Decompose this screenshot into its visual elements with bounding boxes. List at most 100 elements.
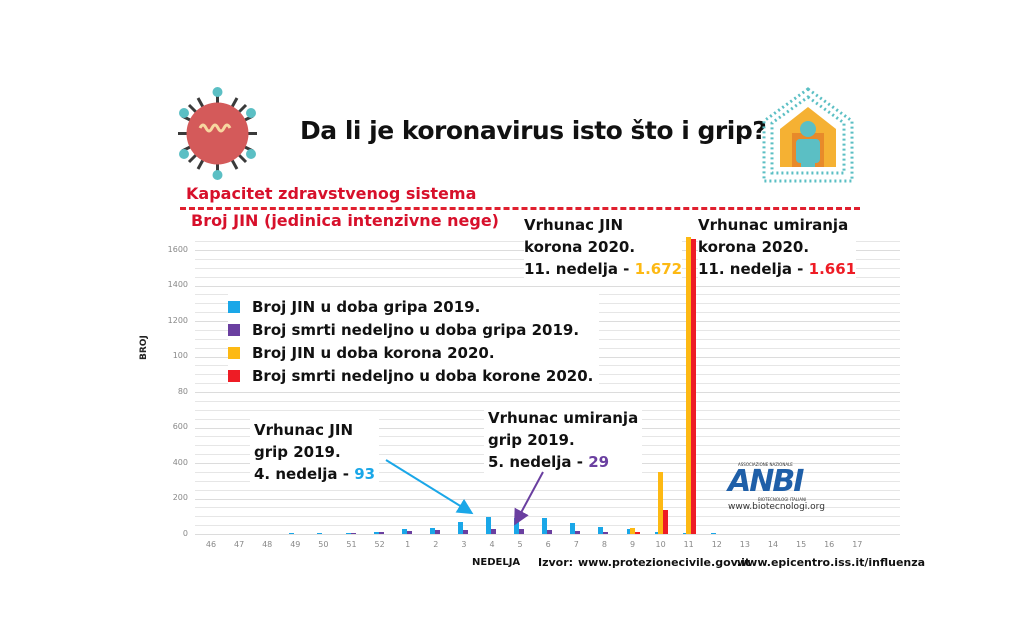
bar — [710, 533, 716, 534]
bar — [434, 530, 440, 534]
x-tick: 46 — [205, 540, 217, 549]
bar — [373, 531, 379, 534]
gridline — [195, 507, 900, 509]
bar — [690, 239, 696, 534]
x-tick: 6 — [545, 540, 551, 549]
x-tick: 51 — [346, 540, 357, 549]
logo-top-text: ASSOCIAZIONE NAZIONALE — [738, 462, 793, 467]
annotation-line: 5. nedelja - 29 — [488, 451, 638, 473]
annotation-text: 4. nedelja - — [254, 465, 355, 483]
x-tick: 1 — [405, 540, 411, 549]
y-tick: 80 — [177, 387, 188, 396]
bar — [547, 530, 553, 534]
y-tick: 200 — [172, 493, 188, 502]
bar — [457, 522, 463, 534]
y-tick: 100 — [172, 351, 188, 360]
annotation-line: Vrhunac JIN — [524, 216, 623, 234]
annotation-line: 11. nedelja - 1.661 — [698, 258, 856, 280]
bar-area — [195, 237, 900, 534]
x-tick: 8 — [601, 540, 607, 549]
annotation-line: grip 2019. — [254, 443, 341, 461]
y-tick: 0 — [182, 529, 188, 538]
gridline — [195, 480, 900, 482]
gridline — [195, 525, 900, 527]
capacity-dashed-line — [180, 207, 860, 210]
x-axis-label: NEDELJA — [472, 557, 521, 568]
bar — [654, 531, 660, 534]
x-tick: 4 — [489, 540, 495, 549]
x-tick: 10 — [655, 540, 666, 549]
bar — [514, 517, 520, 534]
x-tick: 7 — [573, 540, 579, 549]
bar — [542, 518, 548, 534]
bar — [626, 529, 632, 534]
bar — [575, 530, 581, 534]
annotation-text: 11. nedelja - — [698, 260, 809, 278]
x-tick: 14 — [767, 540, 779, 549]
legend-label: Broj smrti nedeljno u doba gripa 2019. — [252, 320, 580, 339]
x-tick: 2 — [433, 540, 439, 549]
anbi-logo: ASSOCIAZIONE NAZIONALE ANBI BIOTECNOLOGI… — [728, 462, 834, 512]
bar — [289, 533, 295, 534]
legend-item: Broj JIN u doba gripa 2019. — [228, 295, 593, 318]
bar — [317, 533, 323, 534]
x-tick: 15 — [796, 540, 807, 549]
x-tick: 50 — [318, 540, 329, 549]
house-quarantine-icon — [758, 85, 858, 185]
legend-swatch — [228, 323, 240, 336]
annotation-peak-death-grip: Vrhunac umiranja grip 2019. 5. nedelja -… — [484, 407, 643, 473]
gridline — [195, 392, 900, 393]
legend-swatch — [228, 300, 240, 313]
bar — [486, 517, 491, 534]
annotation-peak-death-korona: Vrhunac umiranja korona 2020. 11. nedelj… — [698, 214, 857, 280]
bar — [406, 531, 412, 534]
source-link-epicentro[interactable]: www.epicentro.iss.it/influenza — [737, 556, 926, 569]
annotation-text: 5. nedelja - — [488, 453, 589, 471]
x-tick: 47 — [234, 540, 245, 549]
x-tick: 16 — [824, 540, 835, 549]
bar — [629, 528, 635, 534]
annotation-line: 4. nedelja - 93 — [254, 463, 375, 485]
x-tick: 13 — [739, 540, 750, 549]
legend-label: Broj JIN u doba korona 2020. — [252, 343, 495, 362]
x-tick: 48 — [262, 540, 273, 549]
gridline — [195, 498, 900, 500]
bar — [350, 533, 356, 534]
x-tick: 12 — [711, 540, 722, 549]
annotation-line: korona 2020. — [524, 238, 636, 256]
capacity-label: Kapacitet zdravstvenog sistema — [186, 184, 477, 203]
logo-bottom-text: BIOTECNOLOGI ITALIANI — [758, 497, 807, 502]
bar — [401, 528, 407, 534]
bar — [603, 531, 609, 534]
bar — [657, 471, 663, 534]
x-tick: 3 — [461, 540, 467, 549]
legend-item: Broj JIN u doba korona 2020. — [228, 341, 593, 364]
y-tick: 400 — [172, 458, 188, 467]
bar — [378, 532, 384, 534]
chart-title: Broj JIN (jedinica intenzivne nege) — [191, 211, 499, 230]
legend-item: Broj smrti nedeljno u doba korone 2020. — [228, 364, 593, 387]
annotation-line: grip 2019. — [488, 431, 575, 449]
annotation-peak-jin-grip: Vrhunac JIN grip 2019. 4. nedelja - 93 — [250, 419, 380, 485]
y-tick: 1600 — [167, 245, 188, 254]
bar — [519, 528, 525, 534]
page-title: Da li je koronavirus isto što i grip? — [300, 116, 767, 145]
source-link-protezionecivile[interactable]: www.protezionecivile.gov.it — [578, 556, 751, 569]
annotation-value: 1.672 — [634, 260, 683, 278]
x-tick: 9 — [629, 540, 636, 549]
annotation-text: 11. nedelja - — [524, 260, 635, 278]
y-tick: 600 — [172, 422, 188, 431]
x-tick: 49 — [290, 540, 301, 549]
x-tick: 11 — [683, 540, 694, 549]
bar — [634, 531, 640, 534]
annotation-value: 1.661 — [808, 260, 857, 278]
y-tick: 1400 — [167, 280, 188, 289]
x-tick: 5 — [517, 540, 523, 549]
annotation-line: korona 2020. — [698, 238, 810, 256]
logo-url: www.biotecnologi.org — [728, 502, 825, 512]
annotation-line: Vrhunac umiranja — [698, 216, 849, 234]
bar — [598, 527, 604, 534]
legend-item: Broj smrti nedeljno u doba gripa 2019. — [228, 318, 593, 341]
gridline — [195, 534, 900, 535]
